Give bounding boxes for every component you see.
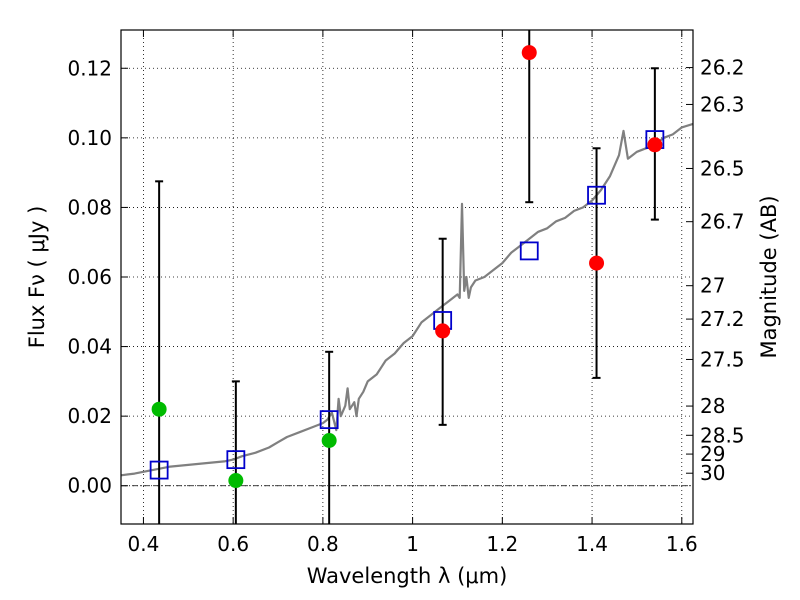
x-tick-label-2: 0.8: [307, 532, 339, 556]
model-photometry-square-1: [226, 450, 246, 470]
y-tick-label-4: 0.08: [67, 195, 112, 219]
x-tick-label-5: 1.4: [576, 532, 608, 556]
low-snr-point-0: [151, 401, 167, 417]
x-axis-label: Wavelength λ (μm): [307, 564, 508, 588]
x-tick-label-3: 1: [406, 532, 419, 556]
low-snr-point-1: [228, 473, 244, 489]
magnitude-tick-label-6: 27.5: [700, 347, 745, 371]
magnitude-tick-label-5: 27.2: [700, 307, 745, 331]
magnitude-tick-label-3: 26.7: [700, 210, 745, 234]
x-axis-ticks: 0.4 0.6 0.8 1 1.2 1.4 1.6: [128, 30, 698, 556]
x-tick-label-4: 1.2: [486, 532, 518, 556]
y-tick-label-5: 0.10: [67, 126, 112, 150]
detection-point-1: [521, 45, 537, 61]
y-tick-label-3: 0.06: [67, 265, 112, 289]
magnitude-tick-label-8: 28.5: [700, 423, 745, 447]
model-photometry-square-0: [149, 460, 169, 480]
magnitude-tick-label-2: 26.5: [700, 156, 745, 180]
model-photometry-square-5: [587, 185, 606, 205]
y-tick-label-2: 0.04: [67, 335, 112, 359]
magnitude-tick-label-0: 26.2: [700, 56, 745, 80]
detection-point-0: [435, 323, 451, 339]
y-axis-ticks: 0.00 0.02 0.04 0.06 0.08 0.10 0.12: [67, 56, 128, 498]
model-photometry-square-2: [319, 410, 339, 430]
magnitude-tick-label-10: 30: [700, 461, 725, 485]
magnitude-axis-label: Magnitude (AB): [757, 195, 781, 358]
magnitude-tick-label-7: 28: [700, 394, 725, 418]
magnitude-tick-label-4: 27: [700, 274, 725, 298]
detection-point-2: [589, 255, 605, 271]
y-tick-label-6: 0.12: [67, 56, 112, 80]
magnitude-tick-label-9: 29: [700, 442, 725, 466]
observed-points: [151, 45, 663, 489]
model-photometry-square-4: [519, 241, 539, 261]
model-spectrum-line: [120, 122, 694, 477]
x-tick-label-0: 0.4: [128, 532, 160, 556]
model-spectrum: [120, 122, 694, 477]
y-axis-label: Flux Fν ( μJy ): [25, 206, 49, 349]
magnitude-tick-label-1: 26.3: [700, 92, 745, 116]
detection-point-3: [647, 137, 663, 153]
x-tick-label-6: 1.6: [666, 532, 698, 556]
y-tick-label-1: 0.02: [67, 404, 112, 428]
y-tick-label-0: 0.00: [67, 474, 112, 498]
x-tick-label-1: 0.6: [217, 532, 249, 556]
low-snr-point-2: [321, 433, 337, 449]
